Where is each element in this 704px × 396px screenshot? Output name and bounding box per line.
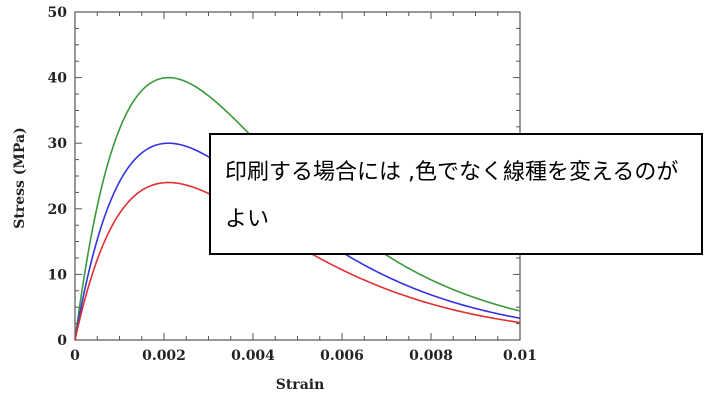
x-tick-label: 0.006: [320, 348, 364, 364]
y-axis-label: Stress (MPa): [12, 127, 28, 228]
y-tick-label: 50: [48, 5, 68, 21]
x-tick-label: 0: [70, 348, 80, 364]
y-tick-label: 40: [48, 71, 68, 87]
annotation-text: 印刷する場合には ,色でなく線種を変えるのがよい: [225, 160, 679, 232]
x-axis-label: Strain: [276, 377, 325, 393]
y-tick-label: 10: [48, 267, 68, 283]
x-tick-label: 0.01: [503, 348, 537, 364]
x-tick-label: 0.002: [142, 348, 186, 364]
x-tick-label: 0.008: [409, 348, 453, 364]
tick-labels: 0 0.002 0.004 0.006 0.008 0.01 0 10 20 30 40 50: [48, 5, 538, 364]
annotation-callout: 印刷する場合には ,色でなく線種を変えるのがよい: [209, 133, 703, 255]
y-tick-label: 30: [48, 136, 68, 152]
y-tick-label: 20: [48, 202, 68, 218]
x-tick-label: 0.004: [231, 348, 275, 364]
y-tick-label: 0: [57, 333, 67, 349]
